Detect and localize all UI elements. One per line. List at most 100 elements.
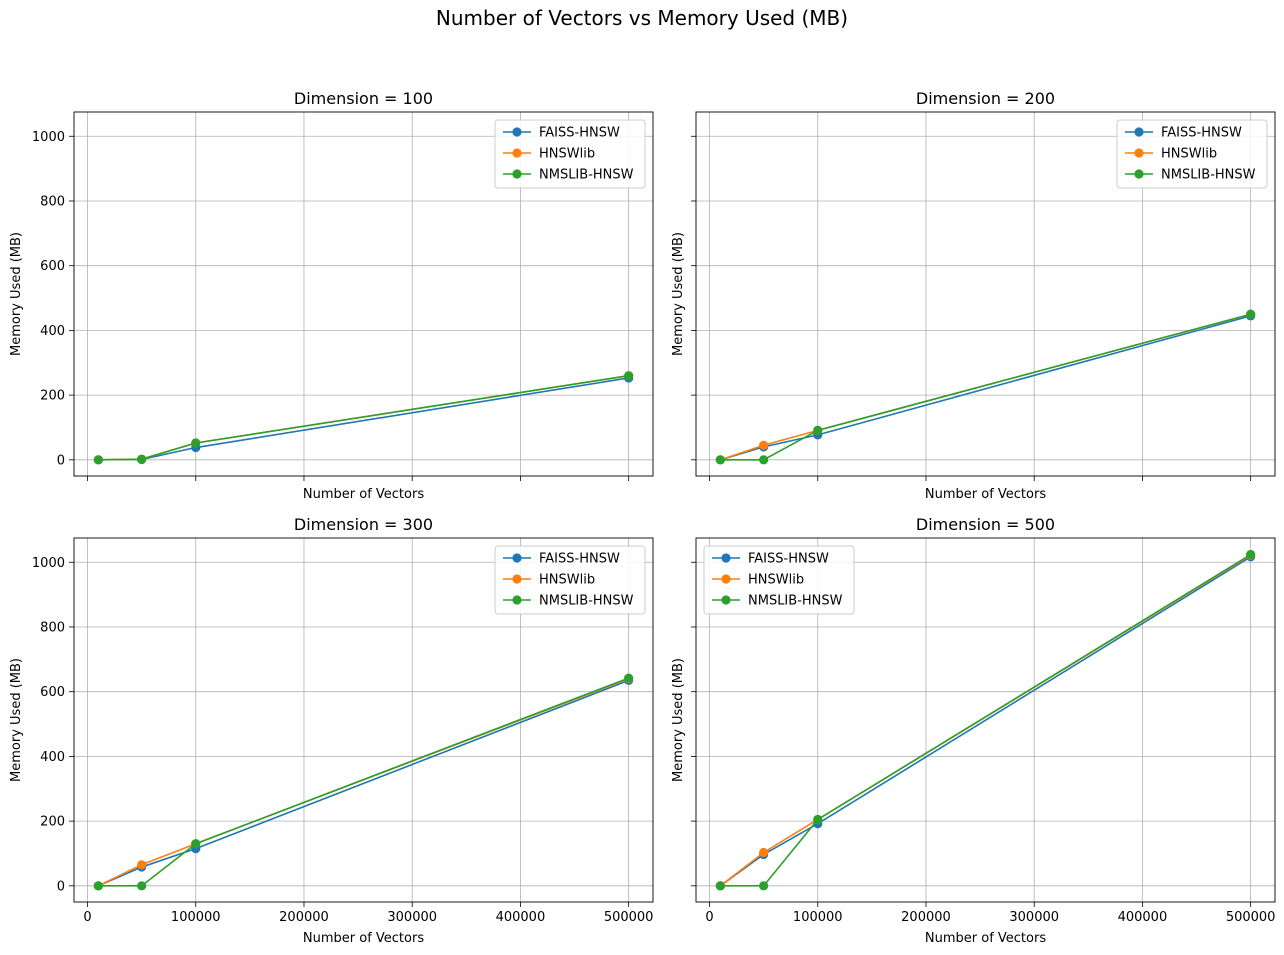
legend-swatch-marker xyxy=(1134,169,1144,179)
subplot-title: Dimension = 100 xyxy=(294,89,433,108)
legend: FAISS-HNSW HNSWlib NMSLIB-HNSW xyxy=(1116,119,1268,189)
legend-label: FAISS-HNSW xyxy=(748,552,829,567)
series-line-nmslib-hnsw xyxy=(720,313,1251,461)
x-tick-label: 300000 xyxy=(387,910,437,925)
y-tick-label: 1000 xyxy=(32,556,65,571)
y-axis-label: Memory Used (MB) xyxy=(671,658,686,782)
x-axis-label: Number of Vectors xyxy=(925,487,1046,502)
x-axis-label: Number of Vectors xyxy=(303,931,424,946)
series-line-nmslib-hnsw xyxy=(98,677,629,887)
subplot-3: 0 100000 200000 300000 400000 500000 0 200 400 60… xyxy=(9,515,653,946)
y-tick-label: 400 xyxy=(40,750,65,765)
legend: FAISS-HNSW HNSWlib NMSLIB-HNSW xyxy=(703,545,855,615)
series-line-nmslib-hnsw xyxy=(98,374,629,461)
subplot-title: Dimension = 500 xyxy=(916,515,1055,534)
legend-swatch-marker xyxy=(512,127,522,137)
legend-label: HNSWlib xyxy=(539,573,595,588)
data-point-nmslib-hnsw xyxy=(1246,309,1256,319)
series-line-faiss-hnsw xyxy=(720,315,1251,461)
data-point-nmslib-hnsw xyxy=(759,881,769,891)
x-tick-label: 500000 xyxy=(604,910,654,925)
subplot-title: Dimension = 200 xyxy=(916,89,1055,108)
data-point-hnswlib xyxy=(137,860,147,870)
y-tick-label: 800 xyxy=(40,194,65,209)
legend-label: FAISS-HNSW xyxy=(1161,126,1242,141)
figure-title: Number of Vectors vs Memory Used (MB) xyxy=(435,6,849,30)
y-tick-label: 0 xyxy=(57,879,65,894)
axes-frame xyxy=(73,537,654,903)
legend-label: HNSWlib xyxy=(748,573,804,588)
series-line-faiss-hnsw xyxy=(98,679,629,887)
data-point-nmslib-hnsw xyxy=(93,455,103,465)
y-tick-label: 200 xyxy=(40,389,65,404)
subplot-title: Dimension = 300 xyxy=(294,515,433,534)
x-tick-label: 100000 xyxy=(171,910,221,925)
legend-label: NMSLIB-HNSW xyxy=(1161,168,1256,183)
data-point-nmslib-hnsw xyxy=(93,881,103,891)
x-axis-label: Number of Vectors xyxy=(925,931,1046,946)
legend-swatch-marker xyxy=(512,574,522,584)
data-point-nmslib-hnsw xyxy=(813,814,823,825)
x-axis-label: Number of Vectors xyxy=(303,487,424,502)
data-point-nmslib-hnsw xyxy=(813,425,823,435)
subplot-2: Dimension = 200 Number of Vectors Memory U… xyxy=(671,89,1276,502)
data-point-nmslib-hnsw xyxy=(624,673,634,683)
data-point-nmslib-hnsw xyxy=(137,454,147,464)
legend-swatch-marker xyxy=(512,148,522,158)
legend-label: NMSLIB-HNSW xyxy=(539,594,634,609)
x-tick-label: 200000 xyxy=(901,910,951,925)
legend: FAISS-HNSW HNSWlib NMSLIB-HNSW xyxy=(494,119,646,189)
y-tick-label: 0 xyxy=(57,453,65,468)
x-tick-label: 100000 xyxy=(793,910,843,925)
y-tick-label: 400 xyxy=(40,324,65,339)
data-point-nmslib-hnsw xyxy=(1246,549,1256,560)
data-point-nmslib-hnsw xyxy=(191,839,201,849)
data-point-nmslib-hnsw xyxy=(715,881,725,891)
data-point-hnswlib xyxy=(759,847,769,858)
axes-frame xyxy=(695,111,1276,477)
x-tick-label: 400000 xyxy=(496,910,546,925)
data-point-hnswlib xyxy=(759,440,769,450)
data-point-nmslib-hnsw xyxy=(137,881,147,891)
legend-swatch-marker xyxy=(512,553,522,563)
data-point-nmslib-hnsw xyxy=(624,371,634,381)
y-tick-label: 600 xyxy=(40,259,65,274)
legend-label: FAISS-HNSW xyxy=(539,552,620,567)
x-tick-label: 200000 xyxy=(279,910,329,925)
y-axis-label: Memory Used (MB) xyxy=(671,232,686,356)
legend-swatch-marker xyxy=(1134,148,1144,158)
legend-box xyxy=(494,545,646,615)
legend-label: FAISS-HNSW xyxy=(539,126,620,141)
x-tick-label: 300000 xyxy=(1009,910,1059,925)
legend-label: NMSLIB-HNSW xyxy=(748,594,843,609)
legend: FAISS-HNSW HNSWlib NMSLIB-HNSW xyxy=(494,545,646,615)
data-point-nmslib-hnsw xyxy=(191,438,201,448)
y-tick-label: 1000 xyxy=(32,130,65,145)
legend-box xyxy=(703,545,855,615)
legend-swatch-marker xyxy=(721,595,731,605)
series-line-nmslib-hnsw xyxy=(720,553,1252,887)
legend-label: HNSWlib xyxy=(1161,147,1217,162)
y-tick-label: 600 xyxy=(40,685,65,700)
y-axis-label: Memory Used (MB) xyxy=(9,232,24,356)
legend-label: HNSWlib xyxy=(539,147,595,162)
legend-swatch-marker xyxy=(512,595,522,605)
x-tick-label: 0 xyxy=(705,910,713,925)
legend-swatch-marker xyxy=(512,169,522,179)
x-tick-label: 500000 xyxy=(1226,910,1276,925)
data-point-nmslib-hnsw xyxy=(759,455,769,465)
axes-frame xyxy=(695,537,1276,903)
x-tick-label: 400000 xyxy=(1118,910,1168,925)
legend-swatch-marker xyxy=(721,574,731,584)
subplot-1: 0 200 400 600 800 1000 Dimension = 100 Number o… xyxy=(9,89,654,502)
legend-label: NMSLIB-HNSW xyxy=(539,168,634,183)
x-tick-label: 0 xyxy=(83,910,91,925)
y-axis-label: Memory Used (MB) xyxy=(9,658,24,782)
legend-swatch-marker xyxy=(1134,127,1144,137)
data-point-nmslib-hnsw xyxy=(715,455,725,465)
subplot-4: 0 100000 200000 300000 400000 500000 Dimension… xyxy=(671,515,1275,946)
y-tick-label: 200 xyxy=(40,815,65,830)
legend-box xyxy=(1116,119,1268,189)
axes-frame xyxy=(73,111,654,477)
